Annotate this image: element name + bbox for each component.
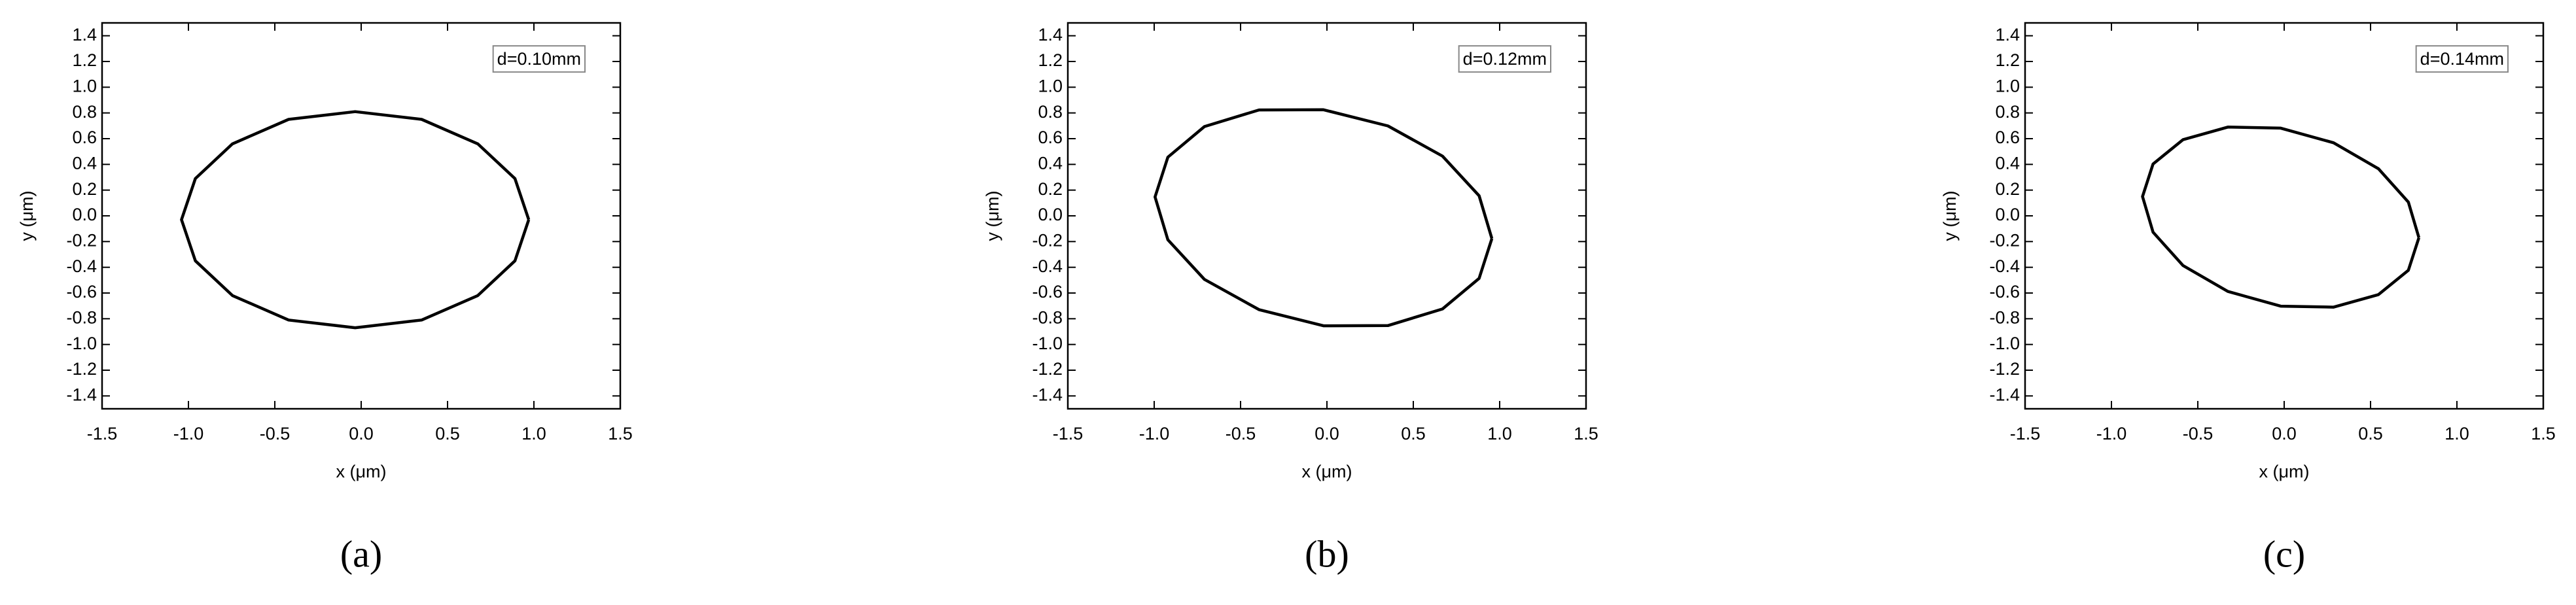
x-tick-label: 1.5 xyxy=(608,424,633,443)
y-tick-label: 0.4 xyxy=(1995,153,2020,173)
x-tick-label: -1.5 xyxy=(1053,424,1084,443)
y-tick-label: 1.4 xyxy=(72,25,97,44)
y-tick-label: -1.4 xyxy=(1989,385,2020,404)
y-axis-label: y (μm) xyxy=(1940,190,1960,241)
y-tick-label: -1.2 xyxy=(1032,359,1063,379)
x-tick-label: 0.0 xyxy=(2272,424,2297,443)
panel-label: (c) xyxy=(2263,532,2305,575)
y-tick-label: 1.4 xyxy=(1995,25,2020,44)
annotation-box xyxy=(2415,45,2509,73)
y-tick-label: 1.0 xyxy=(1995,76,2020,95)
x-tick-label: -0.5 xyxy=(2183,424,2214,443)
y-tick-label: 1.0 xyxy=(72,76,97,95)
panel-label: (a) xyxy=(340,532,382,575)
y-tick-label: 0.4 xyxy=(1038,153,1063,173)
y-tick-label: -0.6 xyxy=(66,282,97,302)
y-tick-label: -0.6 xyxy=(1032,282,1063,302)
y-tick-label: 0.8 xyxy=(1038,102,1063,122)
y-tick-label: -0.2 xyxy=(1032,230,1063,250)
x-tick-label: 1.0 xyxy=(1487,424,1512,443)
y-tick-label: -0.8 xyxy=(1989,307,2020,327)
x-tick-label: -1.0 xyxy=(173,424,204,443)
y-tick-label: -1.4 xyxy=(66,385,97,404)
y-tick-label: 1.2 xyxy=(1038,50,1063,70)
annotation: d=0.10mm xyxy=(497,49,581,69)
y-tick-label: -0.2 xyxy=(66,230,97,250)
x-tick-label: -0.5 xyxy=(260,424,291,443)
plot-frame xyxy=(1067,22,1587,410)
chart-panel: -1.5 -1.0 -0.5 0.0 0.5 1.0 1.5 -1.4 -1.2 -1.0 -0.8… xyxy=(1940,22,2556,575)
y-tick-label: 0.0 xyxy=(1038,205,1063,224)
x-tick-label: 1.0 xyxy=(2444,424,2469,443)
y-tick-label: 0.6 xyxy=(1038,128,1063,147)
x-tick-label: 1.0 xyxy=(521,424,546,443)
y-tick-label: 0.0 xyxy=(72,205,97,224)
y-tick-label: -1.2 xyxy=(66,359,97,379)
y-tick-label: 0.8 xyxy=(72,102,97,122)
chart-panel: -1.5 -1.0 -0.5 0.0 0.5 1.0 1.5 -1.4 -1.2 -1.0 -0.8… xyxy=(17,22,633,575)
y-tick-label: -1.2 xyxy=(1989,359,2020,379)
plot-frame xyxy=(101,22,622,410)
x-tick-label: 0.5 xyxy=(2358,424,2383,443)
chart-panel: -1.5 -1.0 -0.5 0.0 0.5 1.0 1.5 -1.4 -1.2 -1.0 -0.8… xyxy=(983,22,1598,575)
panel-label: (b) xyxy=(1305,532,1349,575)
x-tick-label: 0.0 xyxy=(1314,424,1339,443)
y-tick-label: 0.2 xyxy=(1038,179,1063,199)
y-tick-label: -1.0 xyxy=(1989,334,2020,353)
x-axis-label: x (μm) xyxy=(1301,462,1352,481)
y-tick-label: -0.8 xyxy=(66,307,97,327)
y-tick-label: -1.4 xyxy=(1032,385,1063,404)
x-axis-label: x (μm) xyxy=(2259,462,2309,481)
y-tick-label: 0.2 xyxy=(1995,179,2020,199)
ellipse-trace xyxy=(180,110,531,330)
ellipse-trace xyxy=(1154,108,1494,328)
x-tick-label: -1.5 xyxy=(87,424,118,443)
y-tick-label: -0.4 xyxy=(1032,256,1063,276)
annotation: d=0.12mm xyxy=(1463,49,1547,69)
x-tick-label: 0.0 xyxy=(349,424,374,443)
y-axis-label: y (μm) xyxy=(17,190,37,241)
annotation-box xyxy=(492,45,586,73)
x-tick-label: 0.5 xyxy=(435,424,460,443)
ellipse-trace xyxy=(2141,126,2421,309)
y-tick-label: 0.6 xyxy=(72,128,97,147)
y-tick-label: 0.2 xyxy=(72,179,97,199)
y-tick-label: 0.6 xyxy=(1995,128,2020,147)
y-tick-label: -0.2 xyxy=(1989,230,2020,250)
y-tick-label: 1.2 xyxy=(72,50,97,70)
x-tick-label: -1.5 xyxy=(2010,424,2041,443)
y-tick-label: 0.0 xyxy=(1995,205,2020,224)
annotation: d=0.14mm xyxy=(2420,49,2504,69)
x-tick-label: 0.5 xyxy=(1401,424,1426,443)
x-tick-label: -1.0 xyxy=(2096,424,2127,443)
y-tick-label: -0.8 xyxy=(1032,307,1063,327)
y-tick-label: -0.6 xyxy=(1989,282,2020,302)
y-tick-label: 1.4 xyxy=(1038,25,1063,44)
y-tick-label: -0.4 xyxy=(1989,256,2020,276)
x-tick-label: -1.0 xyxy=(1139,424,1170,443)
plot-frame xyxy=(2024,22,2545,410)
y-axis-label: y (μm) xyxy=(983,190,1002,241)
x-tick-label: 1.5 xyxy=(1574,424,1598,443)
y-tick-label: 0.4 xyxy=(72,153,97,173)
x-axis-label: x (μm) xyxy=(336,462,386,481)
y-tick-label: 0.8 xyxy=(1995,102,2020,122)
y-tick-label: 1.0 xyxy=(1038,76,1063,95)
y-tick-label: -0.4 xyxy=(66,256,97,276)
annotation-box xyxy=(1458,45,1551,73)
y-tick-label: -1.0 xyxy=(1032,334,1063,353)
x-tick-label: -0.5 xyxy=(1226,424,1256,443)
y-tick-label: -1.0 xyxy=(66,334,97,353)
x-tick-label: 1.5 xyxy=(2531,424,2556,443)
y-tick-label: 1.2 xyxy=(1995,50,2020,70)
